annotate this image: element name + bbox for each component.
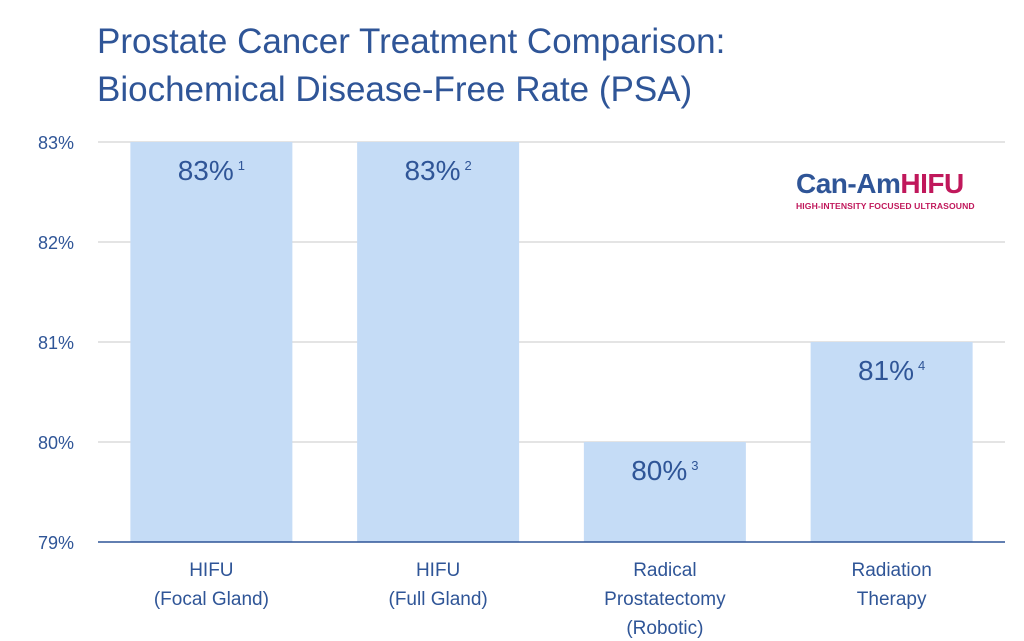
x-tick-label: HIFU (Full Gland) bbox=[389, 560, 488, 610]
bar bbox=[583, 442, 746, 542]
data-label: 80% 3 bbox=[631, 455, 698, 486]
bar bbox=[810, 342, 973, 542]
y-tick-label: 82% bbox=[38, 233, 74, 253]
chart-title-line-1: Prostate Cancer Treatment Comparison: bbox=[97, 22, 726, 61]
logo-text-can-am: Can-Am bbox=[796, 168, 901, 199]
x-tick-label: Radical Prostatectomy (Robotic) bbox=[604, 560, 726, 639]
y-tick-label: 83% bbox=[38, 133, 74, 153]
can-am-hifu-logo: Can-AmHIFU HIGH-INTENSITY FOCUSED ULTRAS… bbox=[796, 168, 975, 212]
y-tick-label: 80% bbox=[38, 433, 74, 453]
chart-title-line-2: Biochemical Disease-Free Rate (PSA) bbox=[97, 70, 693, 109]
x-tick-label: HIFU (Focal Gland) bbox=[154, 560, 269, 610]
data-label: 83% 1 bbox=[178, 155, 245, 186]
logo-text-hifu: HIFU bbox=[900, 168, 964, 199]
y-tick-label: 81% bbox=[38, 333, 74, 353]
data-label: 81% 4 bbox=[858, 355, 925, 386]
bar bbox=[357, 142, 520, 542]
logo-tagline: HIGH-INTENSITY FOCUSED ULTRASOUND bbox=[796, 201, 975, 211]
data-label: 83% 2 bbox=[404, 155, 471, 186]
chart-title: Prostate Cancer Treatment Comparison: Bi… bbox=[97, 18, 725, 114]
x-tick-label: Radiation Therapy bbox=[851, 560, 931, 610]
y-tick-label: 79% bbox=[38, 533, 74, 553]
bar bbox=[130, 142, 293, 542]
